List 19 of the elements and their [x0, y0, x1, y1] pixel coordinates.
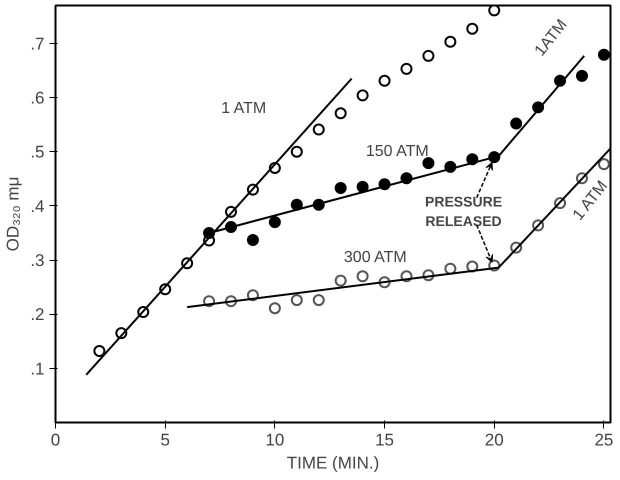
x-axis-title: TIME (MIN.) [286, 454, 380, 472]
annotation: PRESSURE RELEASED [425, 194, 502, 230]
y-axis-title: OD₃₂₀ mμ [3, 176, 22, 252]
x-tick-label: 15 [375, 430, 394, 450]
y-tick-label: .3 [30, 251, 45, 270]
y-tick-label: .6 [30, 88, 45, 108]
x-tick-label: 0 [50, 430, 60, 450]
y-tick-label: .5 [30, 142, 45, 162]
x-tick-label: 5 [160, 430, 170, 450]
x-tick-label: 20 [484, 430, 504, 450]
y-tick-label: .4 [30, 196, 45, 216]
annotation: 1 ATM [221, 100, 266, 117]
y-tick-label: .7 [30, 34, 45, 54]
annotation: 150 ATM [366, 143, 429, 160]
x-tick-label: 10 [265, 430, 284, 450]
x-tick-label: 25 [594, 430, 614, 450]
y-tick-label: .1 [30, 359, 45, 378]
annotation: 300 ATM [344, 248, 407, 266]
y-tick-label: .2 [30, 305, 45, 324]
